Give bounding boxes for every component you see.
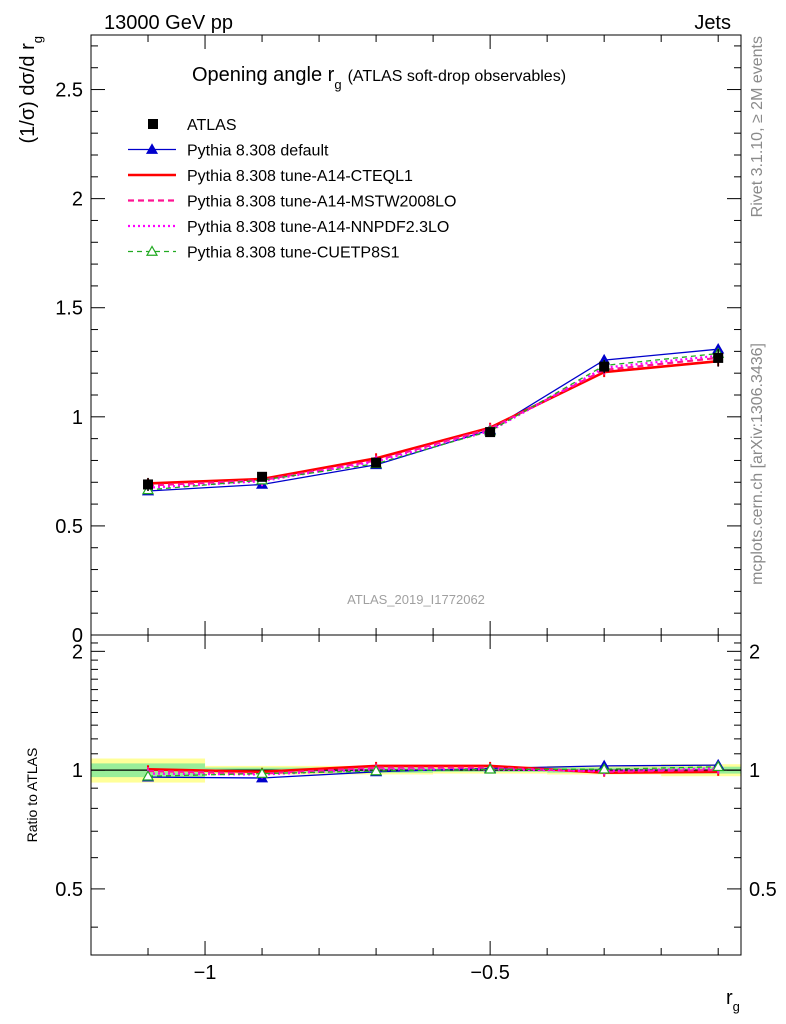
ratio-series-4-point-1 [256, 767, 269, 778]
data-point-3 [485, 427, 496, 438]
legend-marker-4 [145, 245, 159, 256]
mcplots-label: mcplots.cern.ch [arXiv:1306.3436] [749, 343, 766, 585]
legend-label-4: Pythia 8.308 tune-CUETP8S1 [187, 245, 400, 262]
ratio-y-tick-label-right-2: 2 [749, 641, 760, 663]
ratio-y-axis-label: Ratio to ATLAS [24, 748, 40, 843]
y-axis-label: (1/σ) dσ/d rg [17, 36, 45, 144]
ratio-y-tick-label-2: 2 [72, 641, 83, 663]
legend: ATLAS Pythia 8.308 default Pythia 8.308 tu… [128, 117, 456, 262]
main-panel-frame: 0 0.5 1 1.5 2 2.5 [55, 34, 742, 647]
data-point-5 [713, 352, 724, 363]
data-point-4 [599, 361, 610, 372]
header-energy: 13000 GeV pp [104, 12, 233, 34]
x-axis-label: rg [726, 987, 740, 1014]
ratio-series-4-point-0 [141, 770, 155, 781]
analysis-watermark: ATLAS_2019_I1772062 [347, 592, 485, 607]
series-line-4 [147, 352, 719, 491]
plot-title: Opening angle rg (ATLAS soft-drop observa… [192, 64, 566, 92]
legend-marker-0 [145, 143, 159, 154]
legend-marker-atlas [148, 119, 158, 129]
header-process: Jets [694, 12, 731, 34]
legend-label-atlas: ATLAS [187, 117, 237, 134]
y-tick-label-4: 2 [72, 189, 83, 211]
x-tick-label-0: −1 [194, 962, 217, 984]
legend-label-3: Pythia 8.308 tune-A14-NNPDF2.3LO [187, 219, 449, 236]
ratio-panel [91, 758, 741, 783]
data-point-2 [371, 457, 382, 468]
y-tick-label-2: 1 [72, 407, 83, 429]
ratio-series-4-point-4 [598, 763, 611, 774]
rivet-version-label: Rivet 3.1.10, ≥ 2M events [749, 36, 766, 217]
y-tick-label-3: 1.5 [55, 298, 83, 320]
y-tick-label-1: 0.5 [55, 516, 83, 538]
legend-label-1: Pythia 8.308 tune-A14-CTEQL1 [187, 168, 413, 185]
data-point-1 [257, 471, 268, 482]
ratio-series-4-point-3 [484, 763, 497, 774]
x-tick-label-1: −0.5 [470, 962, 509, 984]
main-panel [141, 342, 725, 496]
y-tick-label-5: 2.5 [55, 80, 83, 102]
y-tick-label-0: 0 [72, 625, 83, 647]
series-line-1 [147, 359, 719, 485]
ratio-y-tick-label-right-1: 1 [749, 760, 760, 782]
series-line-3 [147, 354, 719, 489]
ratio-panel-frame: 0.5 0.5 1 1 2 2 −1 −0.5 [55, 634, 777, 984]
ratio-y-tick-label-0: 0.5 [55, 879, 83, 901]
series-line-2 [147, 356, 719, 487]
ratio-y-tick-label-1: 1 [72, 760, 83, 782]
legend-label-2: Pythia 8.308 tune-A14-MSTW2008LO [187, 194, 456, 211]
ratio-series-4-point-2 [370, 764, 383, 776]
ratio-series-4-point-5 [712, 760, 725, 772]
data-point-0 [143, 479, 154, 490]
ratio-series-line-3 [147, 767, 719, 776]
legend-label-0: Pythia 8.308 default [187, 143, 329, 160]
ratio-y-tick-label-right-0: 0.5 [749, 879, 777, 901]
